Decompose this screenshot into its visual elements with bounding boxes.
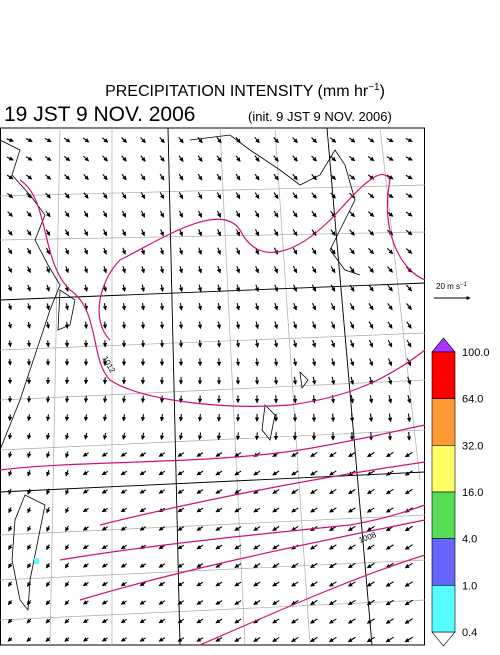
colorbar-segment bbox=[432, 492, 455, 539]
vector-legend-label: 20 m s−1 bbox=[436, 282, 468, 291]
colorbar-bottom bbox=[432, 632, 455, 646]
wind-arrow bbox=[124, 396, 125, 403]
vector-legend: 20 m s−1 bbox=[434, 282, 470, 298]
wind-arrow bbox=[219, 358, 220, 365]
wind-arrow bbox=[143, 322, 144, 329]
wind-arrow bbox=[257, 432, 258, 439]
wind-arrow bbox=[48, 396, 49, 402]
colorbar-label: 100.0 bbox=[462, 347, 490, 359]
title-exponent: −1 bbox=[368, 82, 380, 93]
wind-arrow bbox=[105, 396, 106, 402]
wind-arrow bbox=[200, 414, 201, 421]
wind-arrow bbox=[10, 415, 11, 421]
colorbar-segment bbox=[432, 352, 455, 399]
colorbar-label: 1.0 bbox=[462, 580, 477, 592]
colorbar-segment bbox=[432, 585, 455, 632]
wind-arrow bbox=[181, 340, 182, 347]
wind-arrow bbox=[162, 322, 163, 329]
map: 1012 1008 bbox=[0, 128, 425, 645]
colorbar-label: 32.0 bbox=[462, 440, 483, 452]
wind-arrow bbox=[29, 340, 30, 346]
wind-arrow bbox=[124, 322, 125, 329]
map-frame bbox=[1, 128, 425, 645]
wind-arrow bbox=[200, 340, 201, 347]
title: PRECIPITATION INTENSITY (mm hr−1) bbox=[105, 82, 385, 100]
wind-arrow bbox=[295, 395, 296, 402]
colorbar-label: 16.0 bbox=[462, 487, 483, 499]
title-close: ) bbox=[380, 83, 385, 100]
valid-time: 19 JST 9 NOV. 2006 bbox=[4, 103, 195, 126]
wind-arrow bbox=[10, 359, 11, 365]
colorbar-segment bbox=[432, 445, 455, 492]
wind-arrow bbox=[143, 396, 144, 403]
wind-arrow bbox=[333, 414, 334, 422]
wind-arrow bbox=[86, 322, 87, 329]
wind-arrow bbox=[257, 377, 258, 384]
colorbar-label: 4.0 bbox=[462, 534, 477, 546]
title-text: PRECIPITATION INTENSITY (mm hr bbox=[105, 83, 369, 100]
wind-arrow bbox=[238, 358, 239, 365]
colorbar-label: 64.0 bbox=[462, 394, 483, 406]
colorbar-segment bbox=[432, 539, 455, 586]
colorbar: 100.0 64.0 32.0 16.0 4.0 1.0 0.4 bbox=[432, 338, 490, 646]
wind-arrow bbox=[48, 340, 49, 346]
vector-legend-exponent: −1 bbox=[460, 282, 468, 288]
init-time: (init. 9 JST 9 NOV. 2006) bbox=[248, 109, 392, 124]
colorbar-segment bbox=[432, 399, 455, 446]
colorbar-label: 0.4 bbox=[462, 627, 477, 639]
wind-arrow bbox=[105, 322, 106, 329]
wind-arrow bbox=[86, 396, 87, 402]
wind-arrow bbox=[67, 396, 68, 402]
wind-arrow bbox=[409, 432, 410, 440]
wind-arrow bbox=[219, 414, 220, 421]
wind-arrow bbox=[162, 396, 163, 403]
vector-legend-text: 20 m s bbox=[436, 282, 460, 291]
colorbar-top bbox=[432, 338, 455, 352]
precip-cell bbox=[34, 558, 39, 564]
